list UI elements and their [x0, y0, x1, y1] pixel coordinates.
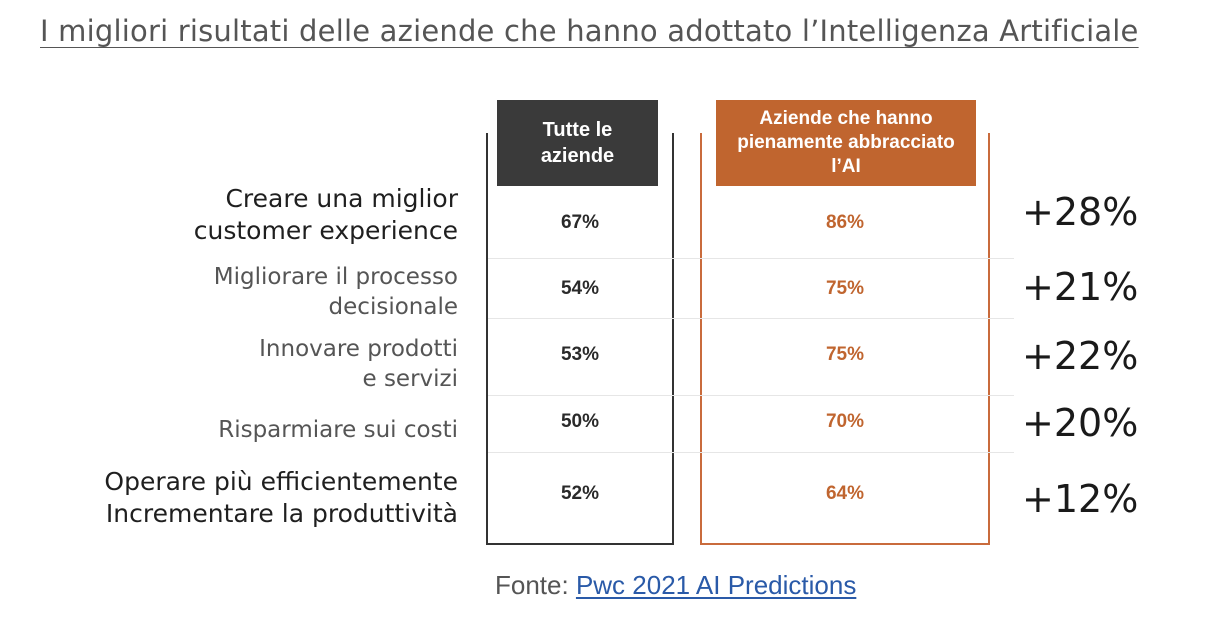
row-label: Migliorare il processo decisionale: [214, 262, 458, 322]
difference-value: +20%: [1022, 401, 1139, 445]
value-ai-companies: 64%: [825, 483, 865, 504]
row-divider: [488, 318, 1014, 319]
source-caption: Fonte: Pwc 2021 AI Predictions: [495, 570, 856, 601]
row-label: Innovare prodotti e servizi: [259, 334, 458, 394]
value-ai-companies: 86%: [825, 212, 865, 233]
value-ai-companies: 75%: [825, 344, 865, 365]
column-frame-ai-companies: [700, 133, 990, 545]
source-prefix: Fonte:: [495, 570, 576, 600]
value-all-companies: 53%: [560, 344, 600, 365]
column-header-ai-companies: Aziende che hanno pienamente abbracciato…: [716, 100, 976, 186]
difference-value: +28%: [1022, 190, 1139, 234]
row-label: Creare una miglior customer experience: [194, 183, 458, 247]
row-label: Operare più efficientemente Incrementare…: [104, 466, 458, 530]
value-ai-companies: 75%: [825, 278, 865, 299]
column-frame-all-companies: [486, 133, 674, 545]
value-all-companies: 54%: [560, 278, 600, 299]
source-link[interactable]: Pwc 2021 AI Predictions: [575, 570, 857, 600]
value-all-companies: 67%: [560, 212, 600, 233]
row-label-line: Incrementare la produttività: [105, 499, 458, 528]
difference-value: +12%: [1022, 477, 1139, 521]
difference-value: +21%: [1022, 265, 1139, 309]
row-divider: [488, 452, 1014, 453]
column-header-all-companies: Tutte le aziende: [497, 100, 658, 186]
row-label-line: customer experience: [193, 216, 458, 245]
row-divider: [488, 395, 1014, 396]
page-title: I migliori risultati delle aziende che h…: [40, 14, 1139, 48]
row-label-line: Risparmiare sui costi: [218, 417, 458, 443]
difference-value: +22%: [1022, 334, 1139, 378]
value-ai-companies: 70%: [825, 411, 865, 432]
row-label-line: Operare più efficientemente: [104, 467, 458, 496]
row-label: Risparmiare sui costi: [218, 415, 458, 445]
row-label-line: Innovare prodotti: [259, 336, 458, 362]
row-label-line: e servizi: [362, 366, 458, 392]
row-label-line: Creare una miglior: [225, 184, 458, 213]
row-divider: [488, 258, 1014, 259]
value-all-companies: 50%: [560, 411, 600, 432]
value-all-companies: 52%: [560, 483, 600, 504]
row-label-line: decisionale: [328, 294, 458, 320]
row-label-line: Migliorare il processo: [213, 264, 458, 290]
